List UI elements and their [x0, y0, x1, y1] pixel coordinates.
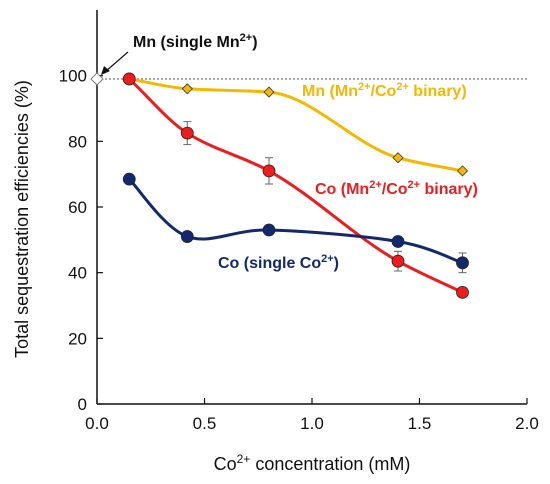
axes [96, 10, 527, 405]
marker-mn_binary [263, 86, 275, 98]
annotation-co-single-sup: 2+ [321, 253, 334, 265]
mn-single-arrow [104, 51, 129, 73]
annotation-mn-single: Mn (single Mn2+) [133, 32, 258, 51]
annotation-mn-single-sup: 2+ [240, 32, 253, 44]
marker-co_binary [456, 285, 469, 299]
marker-mn_binary [456, 165, 469, 177]
marker-co_single [391, 235, 405, 248]
annotation-co-binary-sup1: 2+ [369, 179, 382, 191]
marker-mn_binary [392, 152, 404, 164]
marker-co_single [180, 230, 194, 243]
y-tick-label: 100 [59, 67, 87, 86]
annotation-co-binary: Co (Mn2+/Co2+ binary) [315, 179, 478, 198]
y-tick-label: 40 [68, 264, 87, 283]
x-tick-label: 1.0 [300, 414, 324, 433]
y-tick-label: 0 [78, 395, 87, 414]
curve-co_single [128, 178, 463, 265]
annotation-co-binary-sup2: 2+ [408, 179, 421, 191]
annotation-co-binary-pre: Co (Mn [315, 181, 369, 198]
mn-single-arrowhead [101, 66, 110, 75]
x-tick-label: 0.5 [193, 414, 217, 433]
marker-co_binary [391, 254, 405, 268]
annotation-mn-binary-pre: Mn (Mn [302, 83, 358, 100]
y-tick-label: 20 [68, 329, 87, 348]
annotation-mn-binary-sup1: 2+ [358, 81, 371, 93]
y-axis-title: Total sequestration efficiencies (%) [12, 80, 32, 358]
annotation-co-single-post: ) [334, 255, 339, 272]
annotation-co-binary-post: binary) [420, 181, 478, 198]
marker-co_binary [122, 72, 136, 86]
x-axis-title-post: concentration (mM) [250, 454, 410, 474]
x-axis-title: Co2+ concentration (mM) [214, 452, 411, 474]
x-tick-label: 1.5 [408, 414, 432, 433]
marker-mn_binary [181, 83, 193, 95]
annotation-mn-binary-sup2: 2+ [396, 81, 409, 93]
annotation-co-binary-mid: /Co [382, 181, 408, 198]
x-tick-label: 2.0 [515, 414, 539, 433]
marker-co_single [122, 172, 136, 186]
annotation-co-single: Co (single Co2+) [218, 253, 339, 272]
curve-mn_binary [128, 77, 463, 173]
x-axis-title-sup: 2+ [237, 452, 251, 466]
annotation-mn-single-pre: Mn (single Mn [133, 34, 240, 51]
annotation-mn-binary-mid: /Co [371, 83, 397, 100]
y-tick-label: 60 [68, 198, 87, 217]
annotation-co-single-pre: Co (single Co [218, 255, 321, 272]
marker-co_binary [180, 126, 194, 140]
marker-co_single [262, 223, 276, 237]
annotation-mn-binary-post: binary) [409, 83, 467, 100]
marker-co_single [456, 256, 469, 270]
annotation-mn-binary: Mn (Mn2+/Co2+ binary) [302, 81, 467, 100]
annotation-mn-single-post: ) [252, 34, 257, 51]
x-axis-title-pre: Co [214, 454, 237, 474]
ticks: 0.0 0.5 1.0 1.5 2.0 0 20 40 60 80 100 [59, 67, 539, 433]
marker-co_binary [262, 164, 276, 178]
marker-mn_single [90, 72, 104, 86]
x-tick-label: 0.0 [85, 414, 109, 433]
y-tick-label: 80 [68, 132, 87, 151]
data-markers [90, 72, 469, 299]
